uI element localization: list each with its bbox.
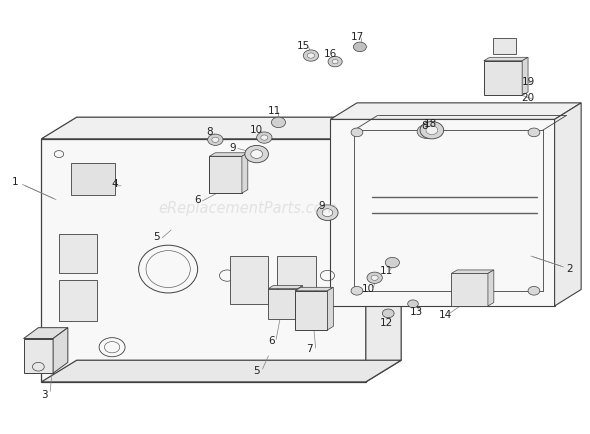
Text: 12: 12 xyxy=(380,318,393,329)
Polygon shape xyxy=(41,139,366,382)
Text: 6: 6 xyxy=(194,194,201,205)
Polygon shape xyxy=(24,339,53,373)
Text: 19: 19 xyxy=(522,77,535,88)
FancyBboxPatch shape xyxy=(484,61,522,95)
Circle shape xyxy=(307,53,314,58)
Polygon shape xyxy=(268,286,303,289)
Circle shape xyxy=(212,137,219,142)
Text: 8: 8 xyxy=(206,127,213,138)
FancyBboxPatch shape xyxy=(230,256,268,304)
Circle shape xyxy=(303,50,319,61)
Circle shape xyxy=(257,132,272,143)
Text: 4: 4 xyxy=(112,179,119,190)
Circle shape xyxy=(332,59,338,64)
Text: 8: 8 xyxy=(421,121,428,131)
Polygon shape xyxy=(53,328,68,373)
Circle shape xyxy=(382,309,394,318)
Text: 3: 3 xyxy=(41,390,48,400)
Circle shape xyxy=(317,205,338,220)
Circle shape xyxy=(351,128,363,137)
Text: 1: 1 xyxy=(11,177,18,187)
Circle shape xyxy=(417,125,436,138)
Text: 9: 9 xyxy=(230,142,237,153)
Circle shape xyxy=(422,128,431,135)
Polygon shape xyxy=(522,57,528,95)
Polygon shape xyxy=(330,119,555,306)
Text: 17: 17 xyxy=(350,32,363,42)
Text: 10: 10 xyxy=(362,283,375,294)
FancyBboxPatch shape xyxy=(209,156,242,193)
FancyBboxPatch shape xyxy=(268,289,298,319)
Circle shape xyxy=(367,272,382,283)
Polygon shape xyxy=(209,153,248,156)
Circle shape xyxy=(245,145,268,163)
Text: 13: 13 xyxy=(409,307,422,318)
Polygon shape xyxy=(484,57,528,61)
Text: 11: 11 xyxy=(268,105,281,116)
Text: 9: 9 xyxy=(318,201,325,211)
Polygon shape xyxy=(451,270,494,273)
Polygon shape xyxy=(555,103,581,306)
FancyBboxPatch shape xyxy=(277,256,316,304)
Circle shape xyxy=(251,150,263,158)
Circle shape xyxy=(261,135,268,140)
Text: 5: 5 xyxy=(253,366,260,376)
Polygon shape xyxy=(24,328,68,339)
Circle shape xyxy=(208,134,223,145)
Circle shape xyxy=(528,128,540,137)
Circle shape xyxy=(385,257,399,268)
Polygon shape xyxy=(298,286,303,319)
Text: 18: 18 xyxy=(424,118,437,129)
Text: eReplacementParts.com: eReplacementParts.com xyxy=(158,201,337,216)
Polygon shape xyxy=(330,103,581,119)
Circle shape xyxy=(328,56,342,67)
Circle shape xyxy=(353,42,366,52)
Text: 2: 2 xyxy=(566,264,573,274)
FancyBboxPatch shape xyxy=(59,234,97,273)
Text: 7: 7 xyxy=(306,344,313,355)
Circle shape xyxy=(371,275,378,280)
Text: 15: 15 xyxy=(297,40,310,51)
Polygon shape xyxy=(41,360,401,382)
FancyBboxPatch shape xyxy=(59,280,97,321)
Circle shape xyxy=(426,126,438,135)
Circle shape xyxy=(351,286,363,295)
FancyBboxPatch shape xyxy=(451,273,488,306)
Polygon shape xyxy=(242,153,248,193)
FancyBboxPatch shape xyxy=(295,291,327,330)
Circle shape xyxy=(408,300,418,308)
Circle shape xyxy=(322,209,333,217)
Text: 14: 14 xyxy=(439,309,452,320)
Circle shape xyxy=(420,122,444,139)
Polygon shape xyxy=(488,270,494,306)
FancyBboxPatch shape xyxy=(71,163,115,195)
Text: 5: 5 xyxy=(153,231,160,242)
Polygon shape xyxy=(41,117,401,139)
FancyBboxPatch shape xyxy=(493,38,516,54)
Polygon shape xyxy=(327,287,333,330)
Text: 20: 20 xyxy=(522,92,535,103)
Polygon shape xyxy=(366,117,401,382)
Polygon shape xyxy=(295,287,333,291)
Circle shape xyxy=(528,286,540,295)
Text: 11: 11 xyxy=(380,266,393,276)
Circle shape xyxy=(271,117,286,128)
Text: 10: 10 xyxy=(250,125,263,135)
Text: 16: 16 xyxy=(324,49,337,59)
Text: 6: 6 xyxy=(268,335,275,346)
